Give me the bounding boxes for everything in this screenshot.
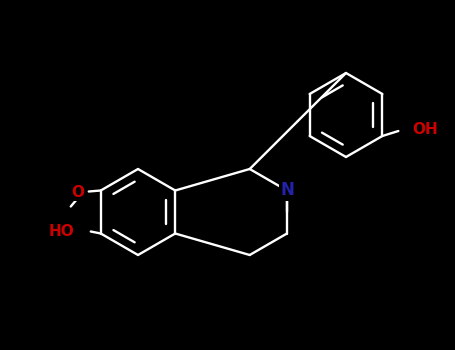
Text: N: N bbox=[280, 182, 294, 199]
Text: OH: OH bbox=[412, 121, 438, 136]
Text: HO: HO bbox=[49, 224, 75, 239]
Text: O: O bbox=[71, 185, 84, 200]
